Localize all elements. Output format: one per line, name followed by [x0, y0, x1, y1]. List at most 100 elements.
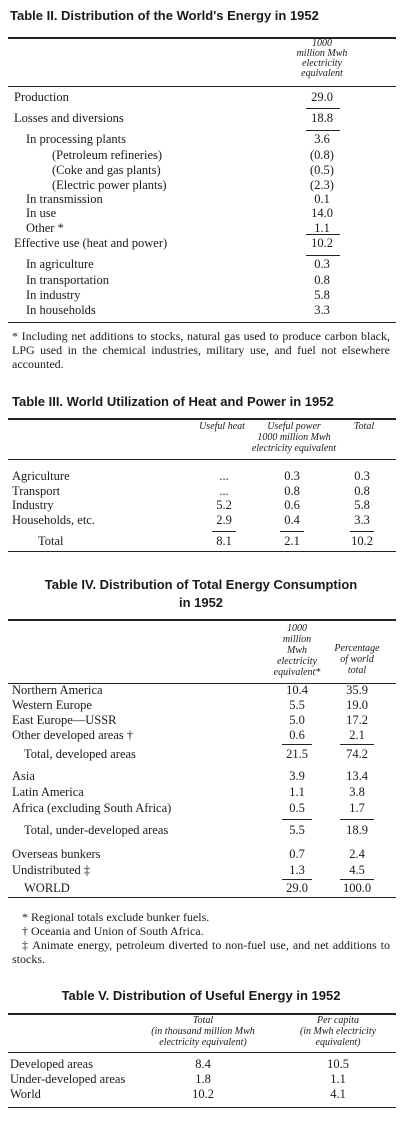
value: 2.1 — [349, 728, 365, 742]
value: 10.2 — [351, 534, 373, 548]
column-header: Useful heat — [199, 421, 245, 432]
value: 2.1 — [284, 534, 300, 548]
row-label: (Electric power plants) — [52, 178, 167, 192]
value: 74.2 — [346, 747, 368, 761]
value: 100.0 — [342, 881, 372, 895]
rule — [8, 683, 396, 684]
footnote: ‡ Animate energy, petroleum diverted to … — [12, 938, 390, 966]
value: 8.4 — [195, 1057, 211, 1071]
value: 2.4 — [349, 847, 365, 861]
row-label: In households — [26, 303, 96, 317]
rule — [8, 86, 396, 87]
rule — [306, 234, 340, 235]
table-title: Table V. Distribution of Useful Energy i… — [61, 988, 341, 1003]
rule — [306, 108, 340, 109]
rule — [340, 744, 374, 745]
value: (0.5) — [310, 163, 334, 177]
value: 18.9 — [346, 823, 368, 837]
value: 5.5 — [289, 698, 305, 712]
column-header: equivalent — [301, 68, 343, 79]
column-header: electricity equivalent) — [159, 1037, 247, 1048]
value: 0.7 — [289, 847, 305, 861]
rule — [8, 418, 396, 420]
value: ... — [219, 469, 229, 483]
column-header: equivalent* — [273, 667, 321, 678]
value: 0.6 — [284, 498, 300, 512]
rule — [350, 531, 374, 532]
row-label: Overseas bunkers — [12, 847, 101, 861]
value: 0.3 — [284, 469, 300, 483]
row-label: Effective use (heat and power) — [14, 236, 168, 250]
column-header: Useful power — [267, 421, 321, 432]
rule — [340, 879, 374, 880]
value: 29.0 — [286, 881, 308, 895]
column-header: total — [347, 665, 367, 676]
column-header: Mwh — [287, 645, 307, 656]
rule — [282, 879, 312, 880]
row-label: Western Europe — [12, 698, 92, 712]
value: 35.9 — [346, 683, 368, 697]
row-label: (Coke and gas plants) — [52, 163, 161, 177]
footnote: * Regional totals exclude bunker fuels. — [22, 910, 210, 924]
row-label: Other * — [26, 221, 64, 235]
table-title: Table II. Distribution of the World's En… — [10, 8, 319, 23]
column-header: Total — [192, 1015, 214, 1026]
value: 1.1 — [314, 221, 330, 235]
row-label: Total, developed areas — [24, 747, 136, 761]
rule — [8, 37, 396, 39]
row-label: In agriculture — [26, 257, 94, 271]
row-label: Developed areas — [10, 1057, 93, 1071]
column-header: 1000 million Mwh — [257, 432, 331, 443]
footnote: * Including net additions to stocks, nat… — [12, 329, 390, 371]
value: 10.2 — [311, 236, 333, 250]
footnote: † Oceania and Union of South Africa. — [22, 924, 204, 938]
row-label: Losses and diversions — [14, 111, 124, 125]
row-label: Total, under-developed areas — [24, 823, 169, 837]
row-label: East Europe—USSR — [12, 713, 117, 727]
row-label: Agriculture — [12, 469, 70, 483]
value: 1.7 — [349, 801, 365, 815]
value: 0.8 — [314, 273, 330, 287]
value: 0.6 — [289, 728, 305, 742]
value: 13.4 — [346, 769, 368, 783]
value: 5.8 — [314, 288, 330, 302]
row-label: In processing plants — [26, 132, 126, 146]
table-title: Table IV. Distribution of Total Energy C… — [44, 577, 358, 592]
row-label: Total — [38, 534, 64, 548]
row-label: (Petroleum refineries) — [52, 148, 163, 162]
value: 3.6 — [314, 132, 330, 146]
value: (2.3) — [310, 178, 334, 192]
rule — [8, 1052, 396, 1053]
rule — [306, 255, 340, 256]
value: 29.0 — [311, 90, 333, 104]
rule — [306, 130, 340, 131]
value: 5.2 — [216, 498, 232, 512]
row-label: Latin America — [12, 785, 84, 799]
column-header: electricity — [302, 58, 342, 69]
column-header: 1000 — [287, 623, 307, 634]
column-header: million — [282, 634, 312, 645]
value: ... — [219, 484, 229, 498]
row-label: In transportation — [26, 273, 109, 287]
value: 1.1 — [330, 1072, 346, 1086]
column-header: equivalent) — [315, 1037, 361, 1048]
rule — [282, 819, 312, 820]
row-label: In industry — [26, 288, 81, 302]
value: 0.8 — [284, 484, 300, 498]
value: 0.4 — [284, 513, 300, 527]
rule — [8, 1013, 396, 1015]
row-label: World — [10, 1087, 41, 1101]
value: 2.9 — [216, 513, 232, 527]
value: 1.1 — [289, 785, 305, 799]
value: 17.2 — [346, 713, 368, 727]
rule — [212, 531, 236, 532]
column-header: Total — [353, 421, 375, 432]
value: 10.5 — [327, 1057, 349, 1071]
value: 5.0 — [289, 713, 305, 727]
row-label: Northern America — [12, 683, 103, 697]
row-label: Africa (excluding South Africa) — [12, 801, 172, 815]
value: 5.5 — [289, 823, 305, 837]
rule — [8, 459, 396, 460]
value: 0.1 — [314, 192, 330, 206]
